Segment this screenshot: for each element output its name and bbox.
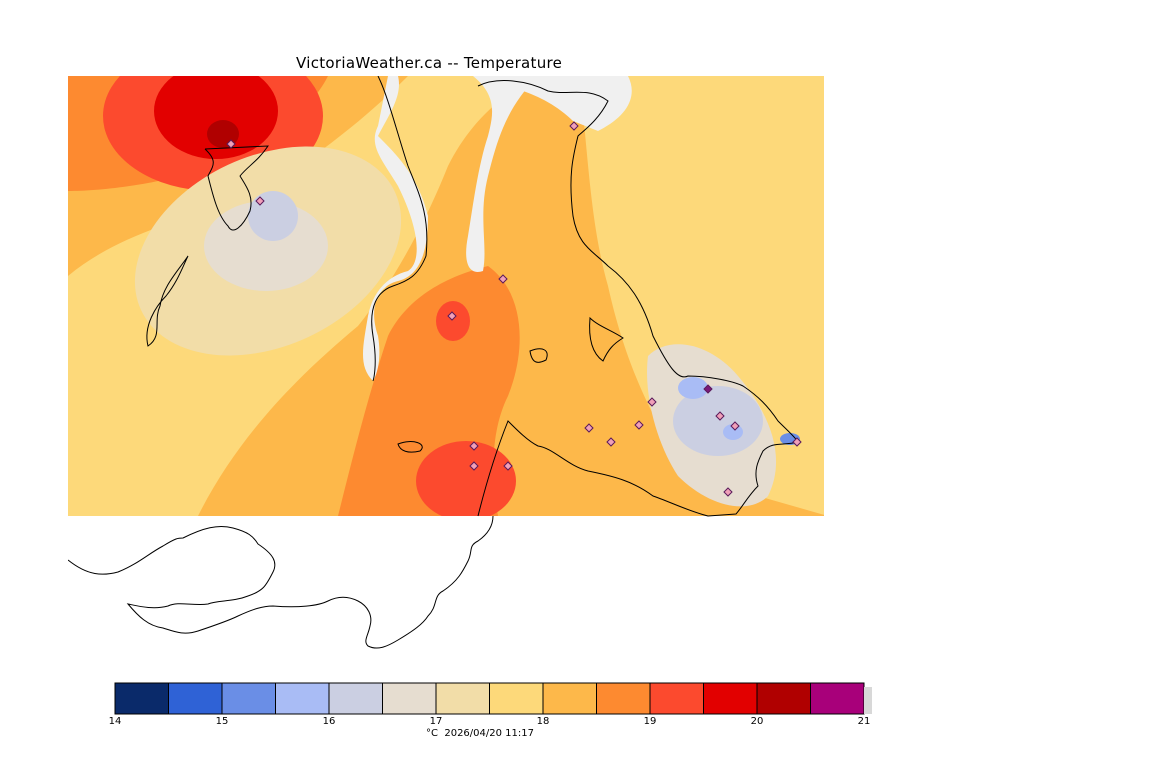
station-marker[interactable] bbox=[447, 311, 457, 321]
legend-bin bbox=[703, 682, 758, 715]
water-area bbox=[68, 516, 824, 654]
legend-bin bbox=[756, 682, 811, 715]
station-marker[interactable] bbox=[730, 421, 740, 431]
station-marker[interactable] bbox=[715, 411, 725, 421]
station-marker[interactable] bbox=[226, 139, 236, 149]
legend-bin bbox=[275, 682, 330, 715]
legend-bin bbox=[328, 682, 383, 715]
legend-bin bbox=[114, 682, 169, 715]
temperature-contours bbox=[68, 76, 824, 516]
station-marker[interactable] bbox=[469, 441, 479, 451]
legend-bin bbox=[221, 682, 276, 715]
legend-tick-label: 21 bbox=[857, 716, 871, 727]
legend-tick-label: 20 bbox=[750, 716, 764, 727]
legend-timestamp: 2026/04/20 11:17 bbox=[444, 728, 534, 739]
coastline-islet-2 bbox=[529, 348, 548, 363]
station-marker[interactable] bbox=[606, 437, 616, 447]
coastline-sooke bbox=[146, 255, 189, 347]
station-marker[interactable] bbox=[498, 274, 508, 284]
coastline-islet-1 bbox=[589, 316, 624, 362]
station-marker[interactable] bbox=[703, 384, 713, 394]
coastline-saanich-peninsula bbox=[477, 80, 799, 517]
station-marker[interactable] bbox=[255, 196, 265, 206]
legend-bin bbox=[435, 682, 490, 715]
station-marker[interactable] bbox=[569, 121, 579, 131]
legend-bins bbox=[114, 682, 872, 715]
legend-bin bbox=[489, 682, 544, 715]
coastline-south-shore bbox=[68, 515, 494, 649]
station-marker[interactable] bbox=[503, 461, 513, 471]
temperature-map bbox=[68, 76, 824, 654]
legend-caption: °C 2026/04/20 11:17 bbox=[426, 728, 534, 739]
station-marker[interactable] bbox=[792, 437, 802, 447]
coastline-saanich-inlet bbox=[371, 76, 428, 382]
legend-tick-label: 14 bbox=[108, 716, 122, 727]
station-marker[interactable] bbox=[469, 461, 479, 471]
legend-tick-label: 15 bbox=[215, 716, 229, 727]
station-marker[interactable] bbox=[647, 397, 657, 407]
legend-bin bbox=[649, 682, 704, 715]
station-marker[interactable] bbox=[634, 420, 644, 430]
legend-tick-label: 18 bbox=[536, 716, 550, 727]
legend-bin bbox=[542, 682, 597, 715]
legend-bin bbox=[810, 682, 865, 715]
coastlines bbox=[68, 76, 799, 649]
station-marker[interactable] bbox=[584, 423, 594, 433]
coastline-islet-3 bbox=[397, 441, 423, 453]
legend-tick-label: 16 bbox=[322, 716, 336, 727]
legend-bin bbox=[168, 682, 223, 715]
legend-shadow bbox=[864, 687, 872, 714]
legend-bin bbox=[596, 682, 651, 715]
station-marker[interactable] bbox=[723, 487, 733, 497]
legend-tick-label: 19 bbox=[643, 716, 657, 727]
coastline-west bbox=[204, 145, 269, 231]
legend-bin bbox=[382, 682, 437, 715]
legend-unit: °C bbox=[426, 728, 438, 739]
station-markers bbox=[226, 121, 802, 497]
legend-tick-label: 17 bbox=[429, 716, 443, 727]
map-title: VictoriaWeather.ca -- Temperature bbox=[296, 54, 563, 72]
